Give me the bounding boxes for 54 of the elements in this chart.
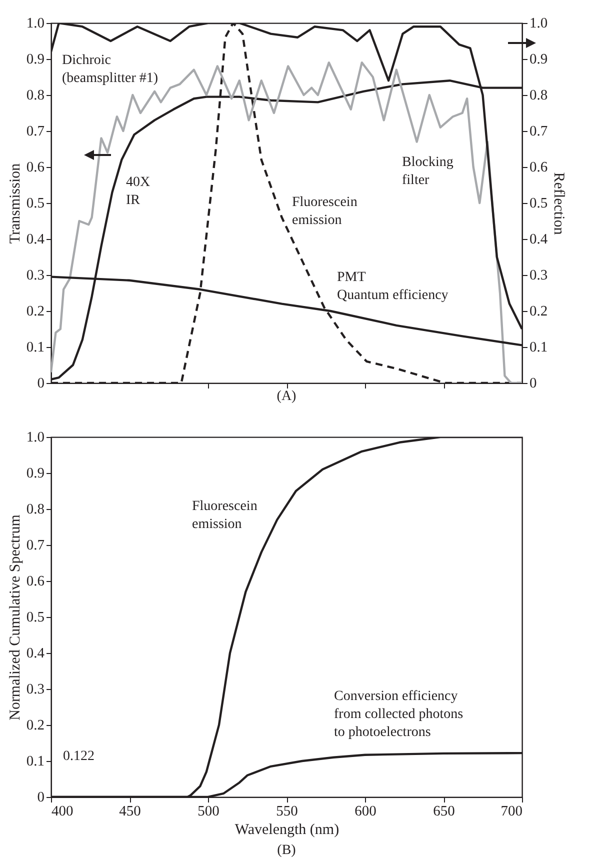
y2-tick-label: 0.5 (530, 196, 548, 212)
series-label: Dichroic (beamsplitter #1) (62, 53, 158, 86)
y-tick-label: 0.4 (26, 646, 46, 662)
y2-tick-label: 0.7 (530, 124, 548, 140)
x-axis-title: Wavelength (nm) (234, 822, 340, 838)
y-axis-title: Transmission (7, 162, 24, 244)
x-tick-label: 400 (52, 804, 74, 820)
y-tick-label: 1.0 (26, 16, 44, 32)
y2-tick-label: 0.9 (530, 52, 548, 68)
y-tick-label: 0.7 (26, 538, 44, 554)
series-label: Fluorescein emission (192, 499, 258, 532)
y2-axis-title: Reflection (550, 172, 567, 236)
y-tick-label: 0.3 (26, 682, 44, 698)
y-tick-label: 0.1 (26, 754, 44, 770)
y2-tick-label: 0.4 (530, 232, 548, 248)
x-tick-label: 550 (276, 804, 298, 820)
y-tick-label: 0.9 (26, 466, 44, 482)
y-tick-label: 0.3 (26, 268, 44, 284)
y-tick-label: 0.2 (26, 304, 44, 320)
text: (B) (277, 843, 296, 858)
y-tick-label: 0.4 (26, 232, 46, 248)
series-label: PMT Quantum efficiency (337, 270, 448, 303)
annotation: 0.122 (63, 749, 94, 764)
y-axis-title: Normalized Cumulative Spectrum (7, 514, 24, 720)
series-label: Conversion efficiency from collected photons to photoelectrons (334, 689, 464, 740)
series-label: Fluorescein emission (292, 195, 358, 228)
x-tick-label: 450 (119, 804, 141, 820)
text: (A) (276, 389, 297, 404)
series-label: Blocking filter (402, 155, 454, 188)
y-tick-label: 1.0 (26, 430, 44, 446)
x-tick-label: 600 (354, 804, 376, 820)
y2-tick-label: 0 (530, 376, 537, 392)
y2-tick-label: 0.8 (530, 88, 548, 104)
y-tick-label: 0.1 (26, 340, 44, 356)
y-tick-label: 0 (37, 790, 44, 806)
y-tick-label: 0.5 (26, 196, 44, 212)
y2-tick-label: 1.0 (530, 16, 548, 32)
y2-tick-label: 0.3 (530, 268, 548, 284)
y-tick-label: 0.8 (26, 88, 44, 104)
x-tick-label: 500 (198, 804, 220, 820)
y-tick-label: 0 (37, 376, 44, 392)
series-label: 40X IR (126, 175, 150, 208)
y2-tick-label: 0.2 (530, 304, 548, 320)
y-tick-label: 0.6 (26, 574, 44, 590)
y-tick-label: 0.2 (26, 718, 44, 734)
y-tick-label: 0.5 (26, 610, 44, 626)
x-tick-label: 650 (433, 804, 455, 820)
y2-tick-label: 0.1 (530, 340, 548, 356)
y-tick-label: 0.7 (26, 124, 44, 140)
x-tick-label: 700 (500, 804, 522, 820)
y-tick-label: 0.9 (26, 52, 44, 68)
y-tick-label: 0.6 (26, 160, 44, 176)
y2-tick-label: 0.6 (530, 160, 548, 176)
y-tick-label: 0.8 (26, 502, 44, 518)
